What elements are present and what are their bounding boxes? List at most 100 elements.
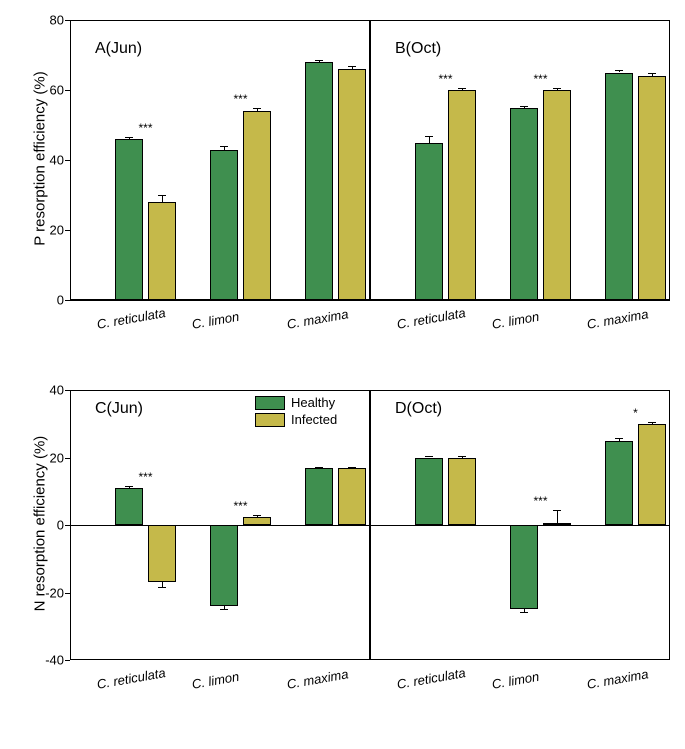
xcats-panel-d: C. reticulata C. limon C. maxima bbox=[370, 665, 670, 695]
bar bbox=[510, 525, 538, 609]
error-cap bbox=[615, 438, 623, 439]
error-cap bbox=[553, 510, 561, 511]
bar bbox=[305, 468, 333, 525]
error-cap bbox=[458, 456, 466, 457]
error-bar bbox=[557, 510, 558, 524]
ytick-label: 0 bbox=[4, 518, 64, 533]
legend-swatch-healthy bbox=[255, 396, 285, 410]
bar bbox=[605, 73, 633, 301]
error-cap bbox=[253, 515, 261, 516]
x-category-label: C. limon bbox=[491, 669, 541, 692]
bar bbox=[115, 488, 143, 525]
error-cap bbox=[158, 587, 166, 588]
x-category-label: C. reticulata bbox=[396, 665, 467, 692]
bar bbox=[210, 150, 238, 301]
ytick-label: -40 bbox=[4, 653, 64, 668]
figure-root: P resorption efficiency (%) 020406080 A(… bbox=[0, 0, 685, 749]
bar bbox=[338, 468, 366, 525]
yticks-top: 020406080 bbox=[0, 20, 70, 300]
error-cap bbox=[615, 70, 623, 71]
significance-marker: *** bbox=[438, 72, 452, 86]
ytick-label: 60 bbox=[4, 83, 64, 98]
bar bbox=[415, 143, 443, 301]
bar bbox=[243, 517, 271, 525]
bar bbox=[543, 523, 571, 525]
bars-panel-d: **** bbox=[370, 390, 670, 660]
legend-label-infected: Infected bbox=[291, 412, 337, 427]
bar bbox=[605, 441, 633, 525]
ytick-label: 40 bbox=[4, 383, 64, 398]
significance-marker: * bbox=[633, 406, 638, 420]
x-category-label: C. reticulata bbox=[96, 305, 167, 332]
bar bbox=[243, 111, 271, 300]
error-cap bbox=[520, 612, 528, 613]
legend: Healthy Infected bbox=[255, 395, 337, 429]
error-cap bbox=[315, 467, 323, 468]
xcats-panel-a: C. reticulata C. limon C. maxima bbox=[70, 305, 370, 335]
error-bar bbox=[162, 195, 163, 202]
xcats-panel-b: C. reticulata C. limon C. maxima bbox=[370, 305, 670, 335]
error-cap bbox=[458, 88, 466, 89]
legend-label-healthy: Healthy bbox=[291, 395, 335, 410]
xcats-panel-c: C. reticulata C. limon C. maxima bbox=[70, 665, 370, 695]
bar bbox=[543, 90, 571, 300]
legend-swatch-infected bbox=[255, 413, 285, 427]
yticks-bottom: -40-2002040 bbox=[0, 390, 70, 660]
bar bbox=[148, 202, 176, 300]
error-cap bbox=[425, 136, 433, 137]
error-cap bbox=[125, 486, 133, 487]
error-cap bbox=[648, 73, 656, 74]
significance-marker: *** bbox=[533, 494, 547, 508]
x-category-label: C. limon bbox=[191, 669, 241, 692]
error-cap bbox=[348, 66, 356, 67]
x-category-label: C. maxima bbox=[586, 666, 650, 692]
x-category-label: C. reticulata bbox=[96, 665, 167, 692]
x-category-label: C. limon bbox=[191, 309, 241, 332]
x-category-label: C. maxima bbox=[286, 666, 350, 692]
ytick-label: 20 bbox=[4, 450, 64, 465]
bar bbox=[210, 525, 238, 606]
error-cap bbox=[220, 146, 228, 147]
bar bbox=[510, 108, 538, 301]
ytick-label: 80 bbox=[4, 13, 64, 28]
significance-marker: *** bbox=[533, 72, 547, 86]
bar bbox=[305, 62, 333, 300]
bar bbox=[338, 69, 366, 300]
error-bar bbox=[429, 136, 430, 143]
error-cap bbox=[553, 88, 561, 89]
ytick-label: -20 bbox=[4, 585, 64, 600]
bar bbox=[448, 458, 476, 526]
error-cap bbox=[425, 456, 433, 457]
bar bbox=[115, 139, 143, 300]
legend-item-healthy: Healthy bbox=[255, 395, 337, 410]
bar bbox=[638, 76, 666, 300]
bar bbox=[415, 458, 443, 526]
error-cap bbox=[648, 422, 656, 423]
ytick-label: 40 bbox=[4, 153, 64, 168]
significance-marker: *** bbox=[138, 121, 152, 135]
x-category-label: C. maxima bbox=[286, 306, 350, 332]
significance-marker: *** bbox=[138, 470, 152, 484]
bar bbox=[448, 90, 476, 300]
error-cap bbox=[253, 108, 261, 109]
x-category-label: C. limon bbox=[491, 309, 541, 332]
bar bbox=[638, 424, 666, 525]
zero-baseline bbox=[370, 300, 670, 301]
error-cap bbox=[158, 195, 166, 196]
error-cap bbox=[348, 467, 356, 468]
bars-panel-c: *** *** bbox=[70, 390, 370, 660]
significance-marker: *** bbox=[233, 499, 247, 513]
bar bbox=[148, 525, 176, 582]
zero-baseline bbox=[70, 300, 370, 301]
significance-marker: *** bbox=[233, 92, 247, 106]
legend-item-infected: Infected bbox=[255, 412, 337, 427]
error-cap bbox=[125, 137, 133, 138]
bars-panel-a: *** *** bbox=[70, 20, 370, 300]
ytick-label: 0 bbox=[4, 293, 64, 308]
x-category-label: C. maxima bbox=[586, 306, 650, 332]
error-cap bbox=[315, 60, 323, 61]
x-category-label: C. reticulata bbox=[396, 305, 467, 332]
error-cap bbox=[520, 106, 528, 107]
error-cap bbox=[220, 609, 228, 610]
ytick-mark bbox=[65, 660, 70, 661]
